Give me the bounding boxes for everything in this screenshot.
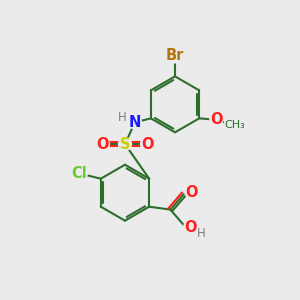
Circle shape [118, 138, 131, 151]
Text: Cl: Cl [72, 166, 87, 181]
Text: O: O [97, 136, 109, 152]
Circle shape [96, 138, 110, 151]
Text: CH₃: CH₃ [224, 120, 245, 130]
Circle shape [210, 113, 223, 126]
Text: O: O [184, 220, 197, 235]
Circle shape [224, 115, 245, 135]
Text: O: O [141, 136, 153, 152]
Text: O: O [210, 112, 223, 127]
Circle shape [141, 138, 154, 151]
Text: H: H [118, 111, 127, 124]
Text: O: O [186, 185, 198, 200]
Circle shape [128, 116, 141, 129]
Text: Br: Br [166, 48, 184, 63]
Circle shape [185, 186, 198, 199]
Circle shape [184, 221, 196, 234]
Circle shape [72, 166, 87, 181]
Circle shape [167, 47, 183, 63]
Text: H: H [197, 227, 206, 240]
Text: S: S [120, 136, 130, 152]
Text: N: N [129, 115, 141, 130]
